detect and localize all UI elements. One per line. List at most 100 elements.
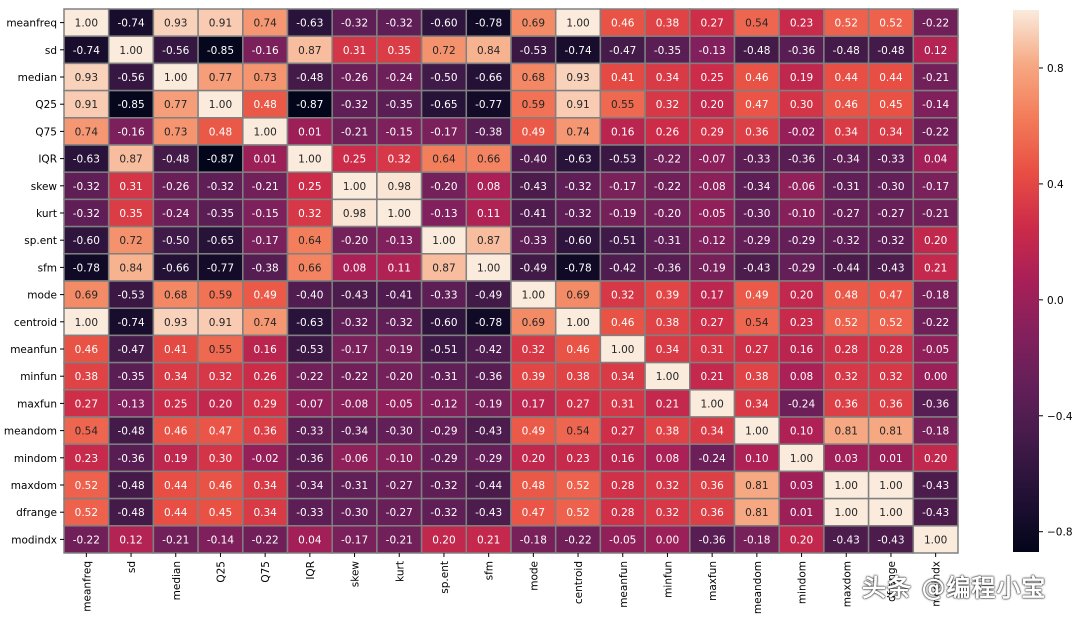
- y-tick-label-Q75: Q75: [35, 126, 57, 138]
- cell-label-IQR-Q75: 0.01: [253, 154, 276, 166]
- cell-label-sp.ent-sfm: 0.87: [477, 235, 500, 247]
- cell-maxdom-minfun: [644, 470, 691, 500]
- cell-sp.ent-modindx: [912, 225, 959, 255]
- cell-label-Q25-IQR: -0.87: [296, 99, 323, 111]
- cell-label-kurt-modindx: -0.21: [922, 208, 949, 220]
- cell-label-kurt-meanfreq: -0.32: [73, 208, 100, 220]
- cell-label-skew-meandom: -0.34: [743, 181, 770, 193]
- cell-label-IQR-kurt: 0.32: [388, 154, 411, 166]
- cell-centroid-skew: [331, 307, 378, 337]
- cell-label-kurt-mode: -0.41: [520, 208, 547, 220]
- cell-label-meanfreq-centroid: 1.00: [566, 18, 589, 30]
- cell-label-sd-sd: 1.00: [119, 45, 142, 57]
- cell-label-meandom-Q75: 0.36: [253, 426, 277, 438]
- cell-label-meanfun-median: 0.41: [164, 344, 187, 356]
- cell-meanfun-maxdom: [823, 334, 870, 364]
- cell-meanfun-centroid: [554, 334, 602, 364]
- cell-label-median-maxfun: 0.25: [700, 72, 723, 84]
- cell-label-Q75-dfrange: 0.34: [879, 126, 903, 138]
- cell-label-mindom-Q75: -0.02: [252, 453, 279, 465]
- cell-skew-meanfreq: [63, 171, 110, 201]
- cell-kurt-sd: [107, 198, 155, 228]
- cell-Q75-modindx: [912, 117, 959, 146]
- cell-label-IQR-skew: 0.25: [343, 154, 366, 166]
- cell-label-maxdom-IQR: -0.34: [296, 480, 323, 492]
- cell-label-meanfun-dfrange: 0.28: [879, 344, 902, 356]
- x-tick-label-meandom: meandom: [752, 561, 764, 614]
- cell-label-maxfun-Q25: 0.20: [209, 398, 232, 410]
- cell-label-maxdom-sp.ent: -0.32: [430, 480, 457, 492]
- cell-label-maxfun-dfrange: 0.36: [879, 398, 903, 410]
- cell-label-mindom-meandom: 0.10: [745, 453, 768, 465]
- cell-label-modindx-Q25: -0.14: [207, 534, 234, 546]
- colorbar-tick-label-4: −0.8: [1047, 527, 1073, 539]
- cell-label-meandom-meanfun: 0.27: [611, 426, 634, 438]
- cell-modindx-meandom: [733, 525, 780, 554]
- cell-label-IQR-dfrange: -0.33: [877, 154, 904, 166]
- cell-Q25-Q25: [197, 89, 244, 119]
- cell-label-mindom-skew: -0.06: [341, 453, 368, 465]
- cell-centroid-sp.ent: [420, 307, 468, 337]
- cell-label-skew-meanfun: -0.17: [609, 181, 636, 193]
- cell-skew-sd: [107, 171, 155, 201]
- cell-label-maxfun-modindx: -0.36: [922, 398, 949, 410]
- cell-label-minfun-median: 0.34: [164, 371, 188, 383]
- cell-skew-minfun: [644, 171, 691, 201]
- cell-label-Q25-Q25: 1.00: [209, 99, 232, 111]
- cell-label-Q25-modindx: -0.14: [922, 99, 949, 111]
- cell-label-sp.ent-maxfun: -0.12: [699, 235, 726, 247]
- cell-label-minfun-Q75: 0.26: [253, 371, 277, 383]
- cell-sp.ent-meanfreq: [63, 225, 110, 255]
- cell-label-IQR-centroid: -0.63: [564, 154, 591, 166]
- cell-label-Q25-minfun: 0.32: [656, 99, 679, 111]
- cell-mode-meandom: [733, 280, 780, 309]
- cell-label-dfrange-sd: -0.48: [117, 507, 144, 519]
- cell-label-sp.ent-mode: -0.33: [520, 235, 547, 247]
- cell-label-Q75-skew: -0.21: [341, 126, 368, 138]
- cell-label-meanfun-meanfun: 1.00: [611, 344, 634, 356]
- cell-label-mindom-median: 0.19: [164, 453, 187, 465]
- cell-sp.ent-meandom: [733, 225, 780, 255]
- cell-label-sp.ent-dfrange: -0.32: [877, 235, 904, 247]
- cell-sfm-sp.ent: [420, 253, 468, 282]
- cell-mindom-kurt: [376, 443, 423, 473]
- y-tick-label-dfrange: dfrange: [16, 507, 57, 519]
- cell-skew-IQR: [286, 171, 333, 201]
- x-tick-label-Q25: Q25: [215, 561, 227, 583]
- cell-label-mindom-mindom: 1.00: [790, 453, 813, 465]
- cell-sfm-meanfreq: [63, 253, 110, 282]
- cell-label-median-centroid: 0.93: [566, 72, 589, 84]
- cell-mode-sd: [107, 280, 155, 309]
- cell-label-sfm-modindx: 0.21: [924, 262, 947, 274]
- cell-mindom-meandom: [733, 443, 780, 473]
- cell-label-meanfreq-IQR: -0.63: [296, 18, 323, 30]
- cell-label-kurt-dfrange: -0.27: [877, 208, 904, 220]
- cell-meanfun-skew: [331, 334, 378, 364]
- cell-Q25-skew: [331, 89, 378, 119]
- cell-label-sd-median: -0.56: [162, 45, 189, 57]
- cell-label-kurt-skew: 0.98: [343, 208, 366, 220]
- cell-label-mode-Q25: 0.59: [209, 290, 232, 302]
- cell-meandom-maxfun: [689, 416, 736, 445]
- cell-IQR-sd: [107, 144, 155, 173]
- cell-label-minfun-sfm: -0.36: [475, 371, 502, 383]
- cell-Q25-maxdom: [823, 89, 870, 119]
- cell-sfm-mode: [510, 253, 557, 282]
- x-tick-label-centroid: centroid: [573, 561, 585, 604]
- cell-label-minfun-skew: -0.22: [341, 371, 368, 383]
- cell-Q25-meanfreq: [63, 89, 110, 119]
- cell-label-Q25-maxfun: 0.20: [700, 99, 723, 111]
- cell-median-minfun: [644, 62, 691, 92]
- cell-label-centroid-centroid: 1.00: [566, 317, 589, 329]
- cell-label-maxdom-meandom: 0.81: [745, 480, 768, 492]
- y-tick-label-Q25: Q25: [35, 99, 57, 111]
- cell-label-Q25-Q75: 0.48: [253, 99, 276, 111]
- cell-label-mode-IQR: -0.40: [296, 290, 323, 302]
- cell-mindom-maxfun: [689, 443, 736, 473]
- cell-label-meandom-dfrange: 0.81: [879, 426, 902, 438]
- cell-label-minfun-maxfun: 0.21: [700, 371, 723, 383]
- cell-maxfun-Q25: [197, 389, 244, 418]
- cell-label-sfm-minfun: -0.36: [654, 262, 681, 274]
- cell-maxdom-Q25: [197, 470, 244, 500]
- cell-label-Q75-meanfreq: 0.74: [75, 126, 99, 138]
